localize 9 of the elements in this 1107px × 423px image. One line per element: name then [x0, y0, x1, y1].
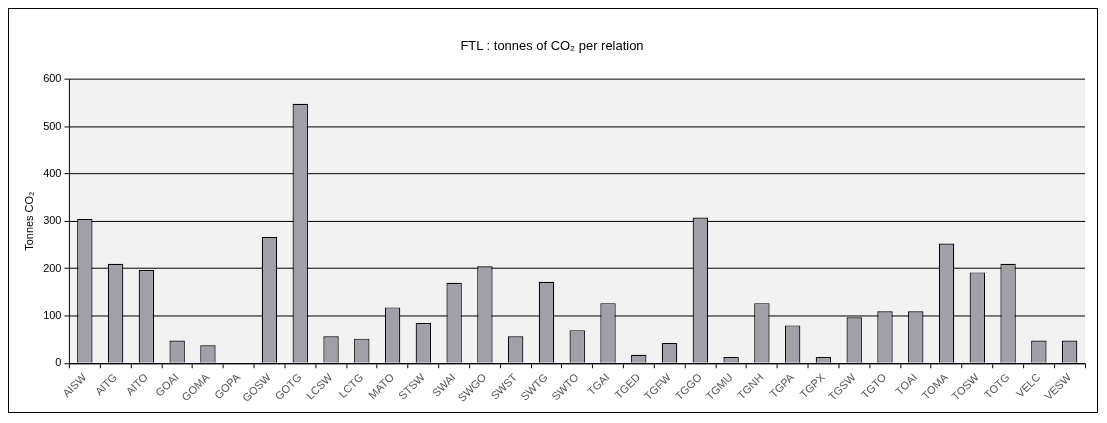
y-axis-title: Tonnes CO₂ [22, 191, 35, 251]
y-tick-label: 100 [43, 308, 62, 321]
chart-title: FTL : tonnes of CO₂ per relation [460, 38, 644, 54]
y-tick-label: 600 [43, 72, 62, 85]
y-tick-label: 400 [43, 166, 62, 179]
y-tick-label: 500 [43, 119, 62, 132]
y-tick-label: 200 [43, 261, 62, 274]
y-tick-label: 300 [43, 214, 62, 227]
y-tick-label: 0 [55, 356, 62, 369]
